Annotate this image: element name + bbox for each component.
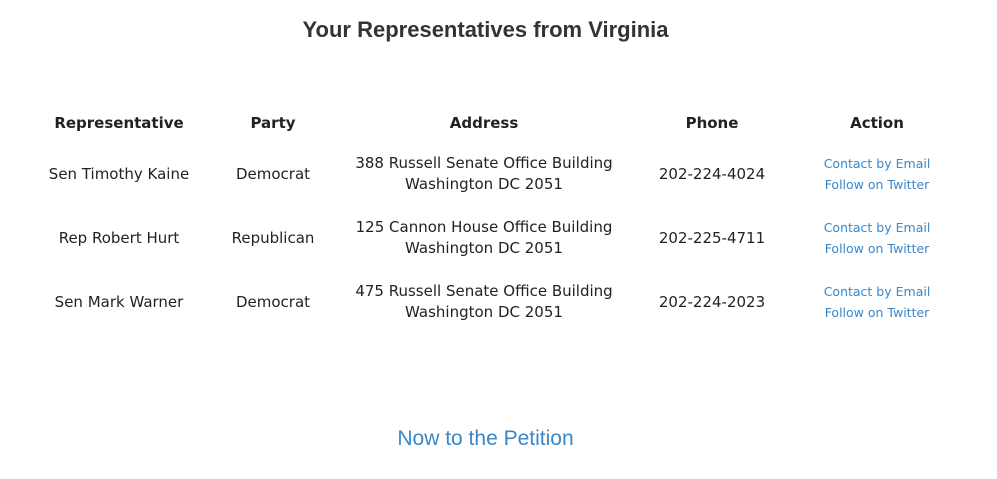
action-cell: Contact by Email Follow on Twitter	[804, 270, 950, 334]
address-line-2: Washington DC 2051	[405, 303, 563, 321]
representative-name: Sen Mark Warner	[54, 292, 184, 311]
table-row: Sen Timothy Kaine Democrat 388 Russell S…	[40, 142, 950, 206]
column-header-party: Party	[250, 114, 296, 132]
action-cell: Contact by Email Follow on Twitter	[804, 142, 950, 206]
address-line-1: 388 Russell Senate Office Building	[355, 154, 613, 172]
party-cell: Democrat	[235, 164, 311, 183]
party-cell: Democrat	[235, 292, 311, 311]
action-cell: Contact by Email Follow on Twitter	[804, 206, 950, 270]
phone-cell: 202-224-4024	[658, 164, 766, 183]
representatives-table: Representative Party Address Phone Actio…	[40, 104, 950, 334]
phone-cell: 202-225-4711	[658, 228, 766, 247]
table-row: Rep Robert Hurt Republican 125 Cannon Ho…	[40, 206, 950, 270]
address-cell: 125 Cannon House Office Building Washing…	[348, 206, 620, 270]
column-header-phone: Phone	[685, 114, 739, 132]
contact-by-email-link[interactable]: Contact by Email	[823, 284, 931, 299]
address-cell: 388 Russell Senate Office Building Washi…	[348, 142, 620, 206]
address-line-1: 125 Cannon House Office Building	[355, 218, 613, 236]
address-line-1: 475 Russell Senate Office Building	[355, 282, 613, 300]
phone-cell: 202-224-2023	[658, 292, 766, 311]
petition-link[interactable]: Now to the Petition	[397, 427, 574, 450]
follow-on-twitter-link[interactable]: Follow on Twitter	[824, 241, 930, 256]
address-line-2: Washington DC 2051	[405, 239, 563, 257]
table-header-row: Representative Party Address Phone Actio…	[40, 104, 950, 142]
column-header-address: Address	[449, 114, 519, 132]
follow-on-twitter-link[interactable]: Follow on Twitter	[824, 305, 930, 320]
representative-name: Sen Timothy Kaine	[48, 164, 190, 183]
follow-on-twitter-link[interactable]: Follow on Twitter	[824, 177, 930, 192]
party-cell: Republican	[231, 228, 315, 247]
table-row: Sen Mark Warner Democrat 475 Russell Sen…	[40, 270, 950, 334]
contact-by-email-link[interactable]: Contact by Email	[823, 220, 931, 235]
column-header-representative: Representative	[54, 114, 184, 132]
page-title: Your Representatives from Virginia	[302, 17, 669, 42]
column-header-action: Action	[850, 114, 904, 132]
representative-name: Rep Robert Hurt	[58, 228, 180, 247]
contact-by-email-link[interactable]: Contact by Email	[823, 156, 931, 171]
address-cell: 475 Russell Senate Office Building Washi…	[348, 270, 620, 334]
address-line-2: Washington DC 2051	[405, 175, 563, 193]
